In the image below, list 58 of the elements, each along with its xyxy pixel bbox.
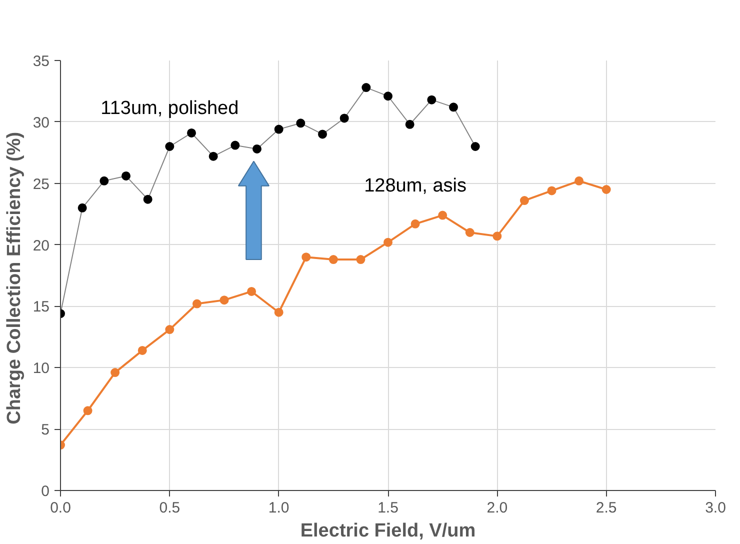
point	[574, 176, 584, 186]
point	[138, 346, 147, 355]
point	[602, 185, 611, 194]
y-tick-label: 5	[41, 422, 50, 439]
point	[247, 286, 256, 296]
point	[405, 120, 414, 129]
x-axis-title: Electric Field, V/um	[300, 520, 476, 542]
x-tick-label: 1.5	[378, 500, 398, 516]
y-tick-label: 35	[32, 53, 50, 70]
series-label: 128um, asis	[364, 175, 467, 196]
point	[274, 124, 284, 134]
y-tick-label: 20	[32, 237, 50, 254]
point	[318, 130, 327, 139]
y-axis-title: Charge Collection Efficiency (%)	[4, 132, 25, 424]
point	[520, 196, 529, 206]
point	[356, 255, 366, 264]
point	[384, 92, 392, 101]
point	[230, 140, 240, 150]
point	[449, 102, 458, 112]
point	[427, 95, 436, 104]
x-tick-label: 2.0	[486, 500, 508, 516]
x-tick-label: 1.0	[268, 500, 290, 516]
point	[410, 219, 420, 228]
point	[274, 308, 284, 317]
point	[187, 128, 196, 138]
y-tick-label: 15	[32, 298, 50, 316]
point	[340, 114, 349, 123]
point	[302, 252, 311, 262]
point	[252, 144, 262, 154]
point	[384, 238, 392, 247]
point	[470, 142, 480, 151]
x-tick-label: 0.0	[50, 500, 71, 516]
x-tick-label: 0.5	[159, 500, 180, 516]
point	[438, 210, 448, 220]
series-label: 113um, polished	[100, 98, 239, 119]
point	[83, 406, 92, 416]
x-tick-label: 3.0	[705, 500, 726, 516]
point	[220, 296, 229, 305]
point	[78, 203, 87, 212]
point	[465, 228, 474, 237]
point	[165, 325, 174, 334]
point	[208, 152, 218, 161]
point	[328, 255, 338, 264]
point	[110, 368, 120, 378]
y-tick-label: 0	[41, 483, 50, 500]
point	[100, 176, 109, 186]
y-tick-label: 10	[32, 360, 50, 378]
point	[165, 142, 174, 151]
point	[547, 186, 556, 196]
x-tick-label: 2.5	[596, 500, 617, 516]
point	[192, 299, 202, 308]
point	[122, 171, 130, 180]
y-tick-label: 25	[32, 176, 50, 193]
point	[492, 232, 502, 241]
point	[296, 118, 306, 128]
point	[362, 83, 371, 92]
y-tick-label: 30	[32, 114, 50, 132]
point	[143, 194, 152, 204]
